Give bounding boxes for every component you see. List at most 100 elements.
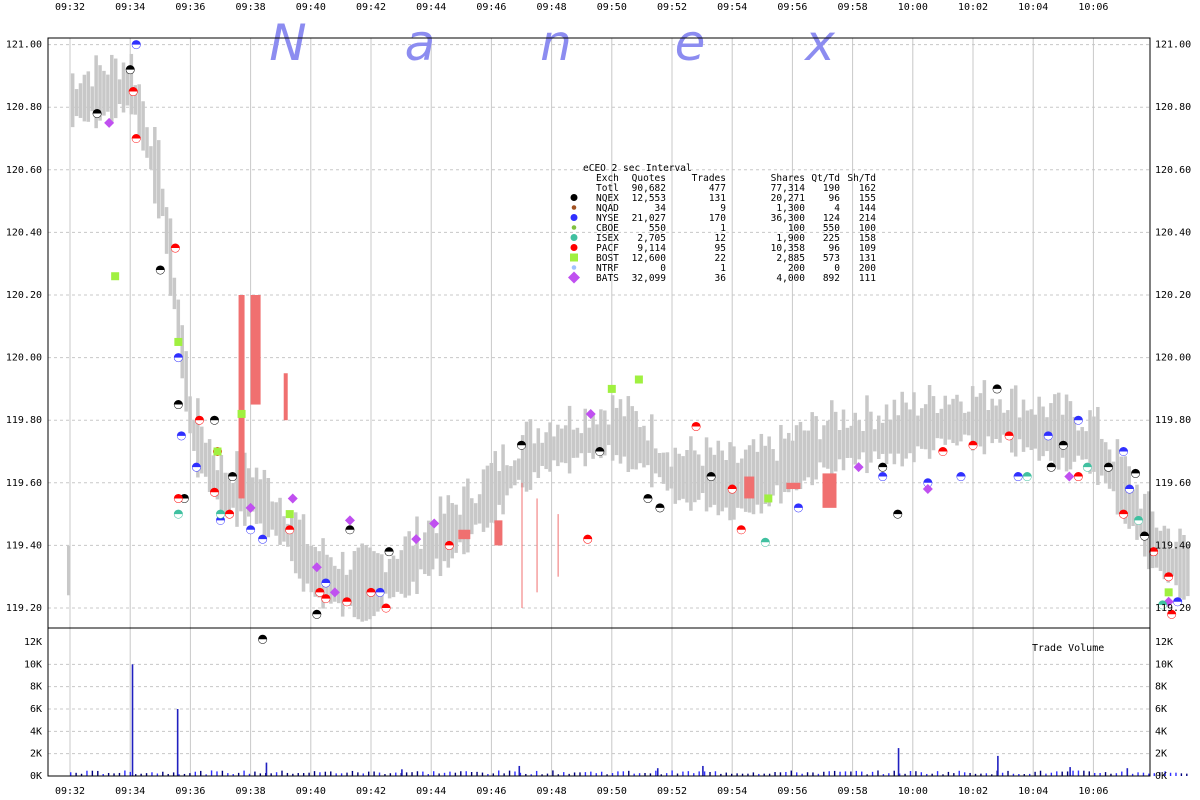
x-tick-top: 09:32 <box>55 2 85 13</box>
volume-bar <box>866 774 868 776</box>
volume-bar <box>357 772 359 776</box>
marker-half <box>692 426 701 431</box>
marker-half <box>321 598 330 603</box>
volume-bar <box>335 773 337 776</box>
quote-range-bar <box>227 472 231 514</box>
quote-range-bar <box>215 470 220 500</box>
quote-range-bar <box>830 400 834 480</box>
marker-half <box>93 113 102 118</box>
quote-range-bar <box>344 574 349 603</box>
volume-bar <box>118 772 121 776</box>
trade-marker-bost <box>213 447 222 456</box>
price-tick-left: 119.20 <box>6 603 42 614</box>
spread-block <box>494 520 503 546</box>
price-tick-right: 121.00 <box>1155 40 1191 51</box>
volume-bar <box>590 771 592 776</box>
marker-half <box>1044 435 1053 440</box>
volume-bar <box>796 772 798 776</box>
quote-range-bar <box>614 407 619 456</box>
volume-bar <box>644 772 646 776</box>
quote-range-bar <box>853 412 858 465</box>
table-cell: 96 <box>829 243 841 254</box>
volume-bar <box>367 771 370 776</box>
quote-range-bar <box>368 547 372 620</box>
quote-range-bar <box>802 430 807 481</box>
quote-range-bar <box>673 447 678 504</box>
quote-range-bar <box>732 446 736 520</box>
summary-table-title: eCEO 2 sec Interval <box>583 163 692 174</box>
quote-range-bar <box>896 415 901 454</box>
quote-range-bar <box>293 512 298 574</box>
quote-range-bar <box>290 516 294 562</box>
marker-half <box>174 498 183 503</box>
x-tick-bottom: 09:32 <box>55 786 85 797</box>
volume-bar <box>270 773 272 776</box>
marker-half <box>367 592 375 597</box>
quote-range-bar <box>102 70 106 116</box>
quote-range-bar <box>493 451 498 524</box>
quote-range-bar <box>1174 541 1178 586</box>
spread-block <box>822 473 837 508</box>
x-tick-bottom: 09:40 <box>296 786 326 797</box>
quote-range-bar <box>305 543 310 584</box>
volume-bar <box>519 772 522 776</box>
quote-range-bar <box>681 456 685 499</box>
volume-bar <box>579 772 581 776</box>
quote-range-bar <box>1072 417 1077 462</box>
quote-range-bar <box>556 424 560 467</box>
volume-bar <box>297 773 299 776</box>
quote-range-bar <box>196 398 200 478</box>
plot-frame <box>47 37 1151 777</box>
quote-range-bar <box>634 411 638 470</box>
price-tick-left: 120.40 <box>6 227 42 238</box>
price-tick-left: 119.60 <box>6 478 42 489</box>
quote-range-bar <box>454 504 458 553</box>
volume-bar <box>465 771 467 776</box>
table-cell: 2,705 <box>637 233 666 244</box>
quote-range-bar <box>650 414 654 488</box>
quote-range-bar <box>286 523 290 547</box>
volume-bar <box>1094 772 1096 776</box>
volume-bar <box>898 773 901 776</box>
volume-bar <box>606 774 608 776</box>
trade-marker-bost <box>174 337 183 346</box>
trade-marker-bost <box>1164 588 1173 597</box>
quote-range-bar <box>176 299 181 345</box>
quote-range-bar <box>301 514 306 592</box>
quote-range-bar <box>211 455 216 496</box>
volume-bar <box>1028 773 1031 776</box>
marker-half <box>126 69 135 74</box>
quote-range-bar <box>1096 406 1100 485</box>
price-tick-left: 121.00 <box>6 40 42 51</box>
table-header: Quotes <box>632 173 666 184</box>
volume-bar <box>1039 770 1042 776</box>
volume-bar <box>600 771 603 776</box>
volume-bar <box>725 772 727 776</box>
price-tick-left: 120.00 <box>6 353 42 364</box>
volume-bar <box>638 773 641 776</box>
volume-bar <box>1169 772 1172 776</box>
quote-range-bar <box>1017 417 1022 440</box>
quote-range-bar <box>78 83 83 118</box>
quote-range-bar <box>117 79 122 104</box>
quote-range-bar <box>470 498 474 535</box>
quote-range-bar <box>759 433 764 514</box>
volume-bar <box>1061 771 1063 776</box>
table-cell: 22 <box>715 253 726 264</box>
marker-half <box>1023 476 1032 481</box>
volume-bar <box>308 772 310 776</box>
volume-bar <box>91 770 94 776</box>
marker-half <box>385 551 394 556</box>
quote-range-bar <box>540 442 544 466</box>
quote-range-bar <box>571 429 576 458</box>
quote-range-bar <box>826 420 830 469</box>
quote-range-bar <box>994 405 998 440</box>
volume-bar <box>714 771 717 776</box>
volume-bar <box>189 773 191 776</box>
volume-bar <box>1110 773 1112 776</box>
table-cell: 9,114 <box>637 243 666 254</box>
quote-range-bar <box>869 411 873 463</box>
table-cell: 32,099 <box>632 273 667 284</box>
x-tick-top: 10:00 <box>898 2 928 13</box>
marker-half <box>728 489 737 494</box>
